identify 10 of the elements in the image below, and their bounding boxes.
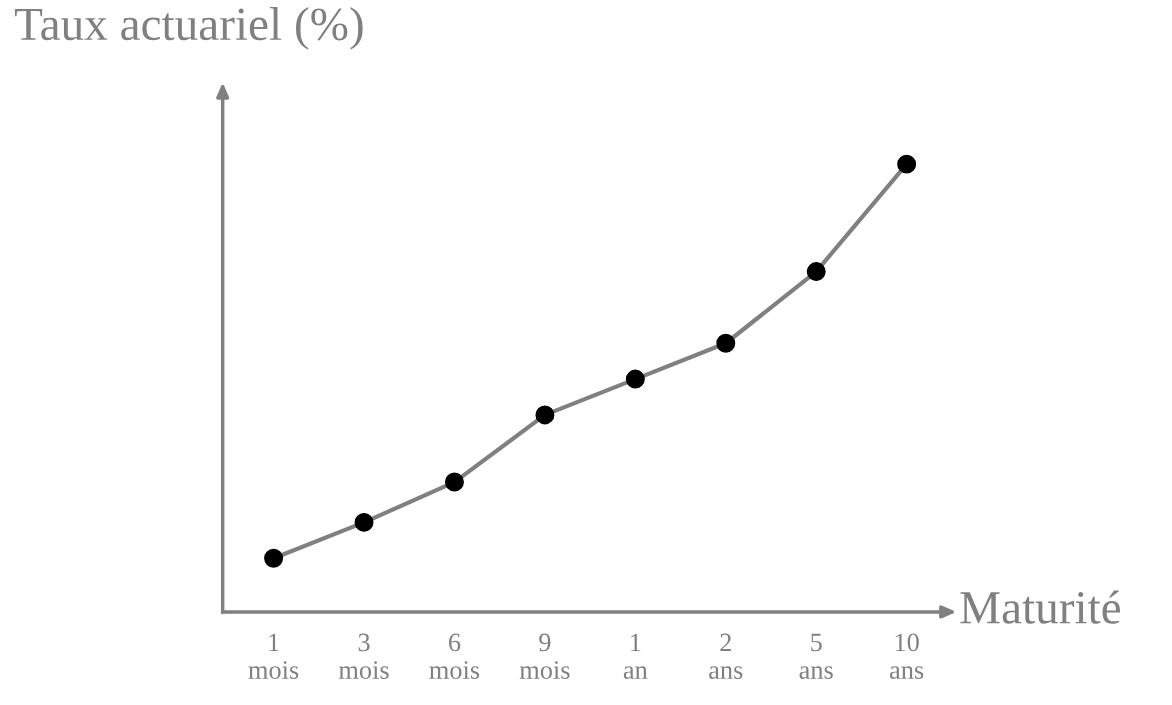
x-tick-label: 10 ans xyxy=(889,633,924,679)
x-tick-label: 5 ans xyxy=(799,633,833,679)
x-tick-label: 9 mois xyxy=(519,633,570,679)
x-tick-label: 1 an xyxy=(623,633,648,679)
y-axis-title: Taux actuariel (%) xyxy=(14,7,363,50)
x-tick-label: 6 mois xyxy=(429,633,480,679)
x-tick-label: 1 mois xyxy=(248,633,299,679)
x-tick-label: 3 mois xyxy=(338,633,389,679)
x-axis-title: Maturité xyxy=(960,590,1121,624)
x-tick-label: 2 ans xyxy=(709,633,743,679)
